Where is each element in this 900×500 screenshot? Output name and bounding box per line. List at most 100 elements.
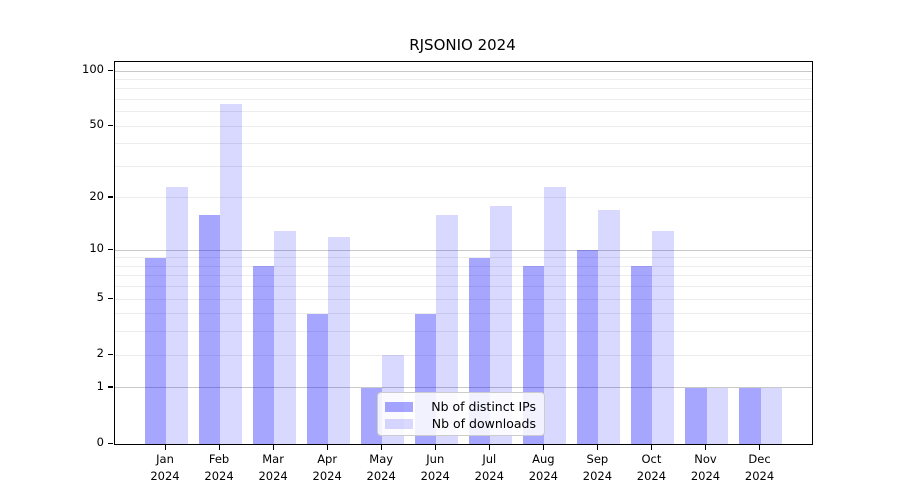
chart-title: RJSONIO 2024 <box>409 36 516 54</box>
x-tick-month: Apr <box>317 452 338 466</box>
y-tick-mark <box>108 248 113 250</box>
bar-distinct-ips <box>739 387 761 444</box>
minor-gridline <box>115 313 812 315</box>
x-tick-month: Sep <box>586 452 609 466</box>
x-tick-year: 2024 <box>258 468 288 483</box>
x-tick-month: Jun <box>426 452 445 466</box>
x-tick-year: 2024 <box>474 468 504 483</box>
legend-row: Nb of downloads <box>385 415 536 432</box>
major-gridline <box>115 387 812 389</box>
minor-gridline <box>115 265 812 267</box>
x-tick-month: Oct <box>641 452 662 466</box>
minor-gridline <box>115 88 812 90</box>
x-tick-label: Aug 2024 <box>511 451 575 484</box>
x-tick-year: 2024 <box>636 468 667 483</box>
x-tick-year: 2024 <box>150 468 180 483</box>
x-tick-mark <box>380 445 382 450</box>
minor-gridline <box>115 197 812 199</box>
x-tick-mark <box>434 445 436 450</box>
y-tick-label: 1 <box>96 378 104 393</box>
bar-downloads <box>166 187 188 444</box>
x-tick-month: Mar <box>262 452 284 466</box>
x-tick-mark <box>705 445 707 450</box>
x-tick-mark <box>218 445 220 450</box>
bar-distinct-ips <box>306 313 329 444</box>
bar-distinct-ips <box>576 250 599 444</box>
legend: Nb of distinct IPs Nb of downloads <box>377 392 545 436</box>
minor-gridline <box>115 99 812 101</box>
x-tick-label: Dec 2024 <box>728 451 792 484</box>
minor-gridline <box>115 354 812 356</box>
minor-gridline <box>115 111 812 113</box>
bar-distinct-ips <box>144 257 166 444</box>
x-tick-year: 2024 <box>582 468 613 483</box>
y-tick-label: 5 <box>96 290 104 305</box>
bar-downloads <box>652 230 674 444</box>
x-tick-month: Jan <box>156 452 174 466</box>
bar-downloads <box>220 104 242 444</box>
minor-gridline <box>115 286 812 288</box>
bar-downloads <box>328 236 350 444</box>
y-tick-mark <box>108 124 113 126</box>
x-tick-label: Jan 2024 <box>133 451 197 484</box>
bar-downloads <box>274 230 296 444</box>
x-tick-year: 2024 <box>690 468 721 483</box>
bar-downloads <box>490 206 512 444</box>
x-tick-month: Nov <box>694 452 717 466</box>
y-tick-mark <box>108 353 113 355</box>
legend-swatch-downloads <box>385 418 413 429</box>
legend-label: Nb of distinct IPs <box>431 399 536 414</box>
x-tick-year: 2024 <box>204 468 234 483</box>
y-tick-label: 50 <box>89 117 104 132</box>
x-tick-year: 2024 <box>528 468 558 483</box>
x-tick-label: Oct 2024 <box>619 451 683 484</box>
bar-distinct-ips <box>252 266 275 444</box>
x-tick-mark <box>596 445 599 450</box>
bar-downloads <box>436 215 458 444</box>
bar-downloads <box>760 387 783 444</box>
legend-row: Nb of distinct IPs <box>385 398 536 415</box>
x-tick-label: Feb 2024 <box>187 451 251 484</box>
x-tick-mark <box>650 445 653 450</box>
x-tick-month: Dec <box>748 452 771 466</box>
x-tick-mark <box>488 445 490 450</box>
legend-label: Nb of downloads <box>431 416 536 431</box>
x-tick-label: Jun 2024 <box>403 451 467 484</box>
bar-distinct-ips <box>198 215 221 444</box>
x-tick-month: Aug <box>532 452 555 466</box>
x-tick-month: Jul <box>482 452 497 466</box>
x-tick-year: 2024 <box>744 468 775 483</box>
bar-distinct-ips <box>685 387 707 444</box>
y-tick-label: 10 <box>89 241 104 256</box>
minor-gridline <box>115 331 812 333</box>
y-tick-label: 0 <box>96 435 104 449</box>
y-tick-mark <box>108 69 113 71</box>
x-tick-label: Apr 2024 <box>295 451 359 484</box>
bar-downloads <box>544 187 566 444</box>
bar-downloads <box>706 387 728 444</box>
major-gridline <box>115 70 812 72</box>
x-tick-label: Sep 2024 <box>565 451 629 484</box>
plot-area <box>114 61 813 445</box>
y-tick-label: 2 <box>96 346 104 361</box>
legend-swatch-distinct-ips <box>385 401 413 412</box>
minor-gridline <box>115 78 812 80</box>
minor-gridline <box>115 298 812 300</box>
x-tick-label: Mar 2024 <box>241 451 305 484</box>
x-tick-label: Nov 2024 <box>674 451 738 484</box>
x-tick-year: 2024 <box>420 468 450 483</box>
minor-gridline <box>115 257 812 259</box>
bar-distinct-ips <box>360 387 383 444</box>
bar-downloads <box>598 210 620 444</box>
y-tick-mark <box>108 442 113 444</box>
x-tick-month: May <box>369 452 394 466</box>
bar-distinct-ips <box>630 266 653 444</box>
x-tick-mark <box>542 445 545 450</box>
y-tick-label: 100 <box>82 62 104 77</box>
y-tick-mark <box>108 196 113 198</box>
minor-gridline <box>115 166 812 167</box>
x-tick-mark <box>326 445 328 450</box>
x-tick-mark <box>759 445 761 450</box>
x-tick-year: 2024 <box>366 468 396 483</box>
minor-gridline <box>115 143 812 145</box>
